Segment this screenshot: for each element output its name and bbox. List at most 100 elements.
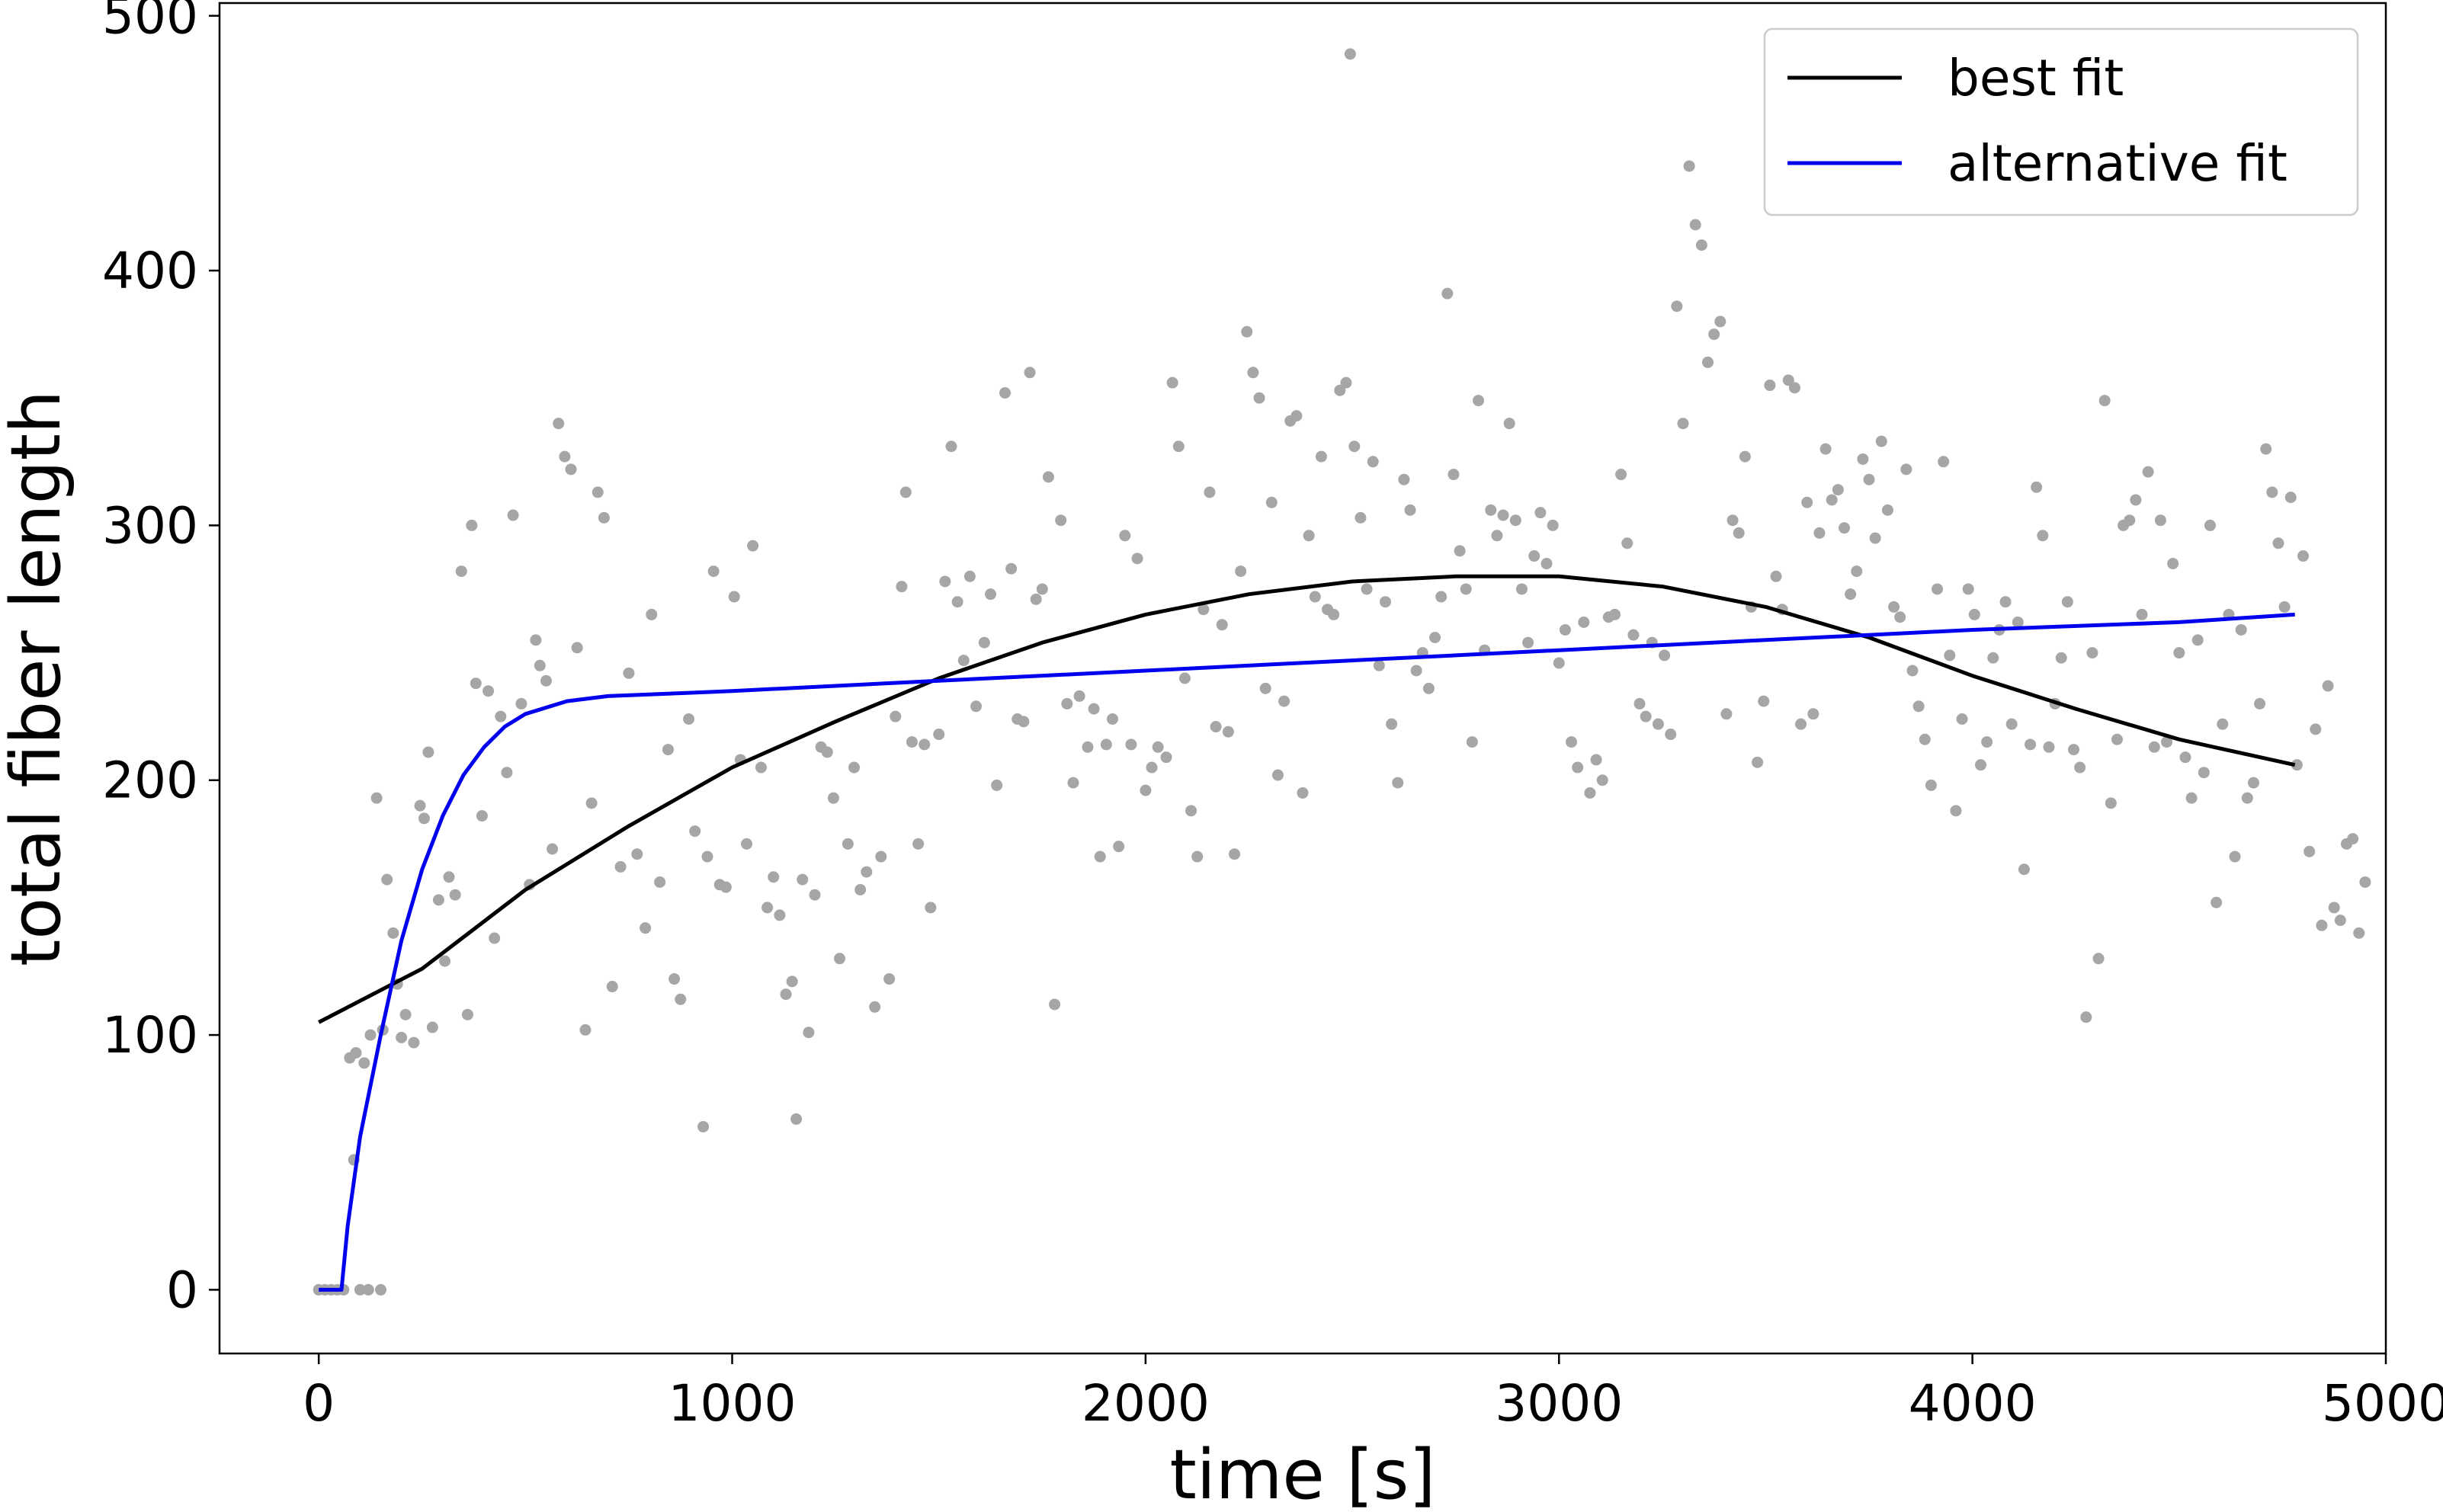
data-point xyxy=(697,1120,710,1132)
data-point xyxy=(1491,530,1503,542)
data-point xyxy=(1912,700,1925,713)
data-point xyxy=(2018,863,2030,876)
data-point xyxy=(443,871,455,883)
data-point xyxy=(553,418,565,430)
data-point xyxy=(495,710,507,722)
data-point xyxy=(1160,751,1172,764)
data-point xyxy=(1253,392,1265,404)
data-point xyxy=(786,975,798,988)
data-point xyxy=(945,440,957,453)
data-point xyxy=(2068,744,2080,756)
data-point xyxy=(1615,469,1627,481)
data-point xyxy=(1348,440,1361,453)
data-point xyxy=(2005,718,2018,730)
data-point xyxy=(1061,697,1073,710)
data-point xyxy=(387,927,399,939)
data-point xyxy=(1497,509,1509,521)
legend-label: best fit xyxy=(1948,49,2124,107)
data-point xyxy=(854,884,867,896)
data-point xyxy=(375,1283,387,1296)
data-point xyxy=(1590,754,1602,766)
data-point xyxy=(707,565,720,578)
y-tick-label: 500 xyxy=(102,0,198,46)
data-point xyxy=(2179,751,2191,764)
data-point xyxy=(1869,532,1881,544)
data-point xyxy=(470,678,482,690)
data-point xyxy=(1241,325,1253,338)
data-point xyxy=(1547,519,1559,531)
data-point xyxy=(408,1036,420,1049)
data-point xyxy=(2328,902,2340,914)
data-point xyxy=(1018,716,1030,728)
y-tick-label: 400 xyxy=(102,242,198,300)
data-point xyxy=(761,902,774,914)
data-point xyxy=(2086,647,2098,659)
data-point xyxy=(1303,530,1315,542)
data-point xyxy=(780,988,792,1001)
data-point xyxy=(399,1008,412,1020)
data-point xyxy=(606,981,618,993)
data-point xyxy=(720,881,732,893)
data-point xyxy=(534,659,546,671)
data-point xyxy=(2105,797,2117,809)
data-point xyxy=(1473,395,1485,407)
data-point xyxy=(668,973,681,985)
data-point xyxy=(1515,583,1528,595)
data-point xyxy=(2284,492,2297,504)
data-point xyxy=(809,889,821,901)
x-tick-label: 2000 xyxy=(1082,1374,1210,1433)
data-point xyxy=(1932,583,1944,595)
data-point xyxy=(2191,634,2204,646)
data-point xyxy=(1119,530,1131,542)
legend: best fit alternative fit xyxy=(1763,27,2359,216)
data-point xyxy=(2092,953,2105,965)
data-point xyxy=(1466,736,1478,748)
data-point xyxy=(1695,239,1707,251)
x-tick-label: 1000 xyxy=(668,1374,797,1433)
data-point xyxy=(2142,466,2154,478)
data-point xyxy=(1271,769,1284,781)
data-point xyxy=(565,463,577,476)
data-point xyxy=(501,767,513,779)
data-point xyxy=(466,519,478,531)
data-point xyxy=(1485,504,1497,516)
data-point xyxy=(1435,591,1448,603)
data-point xyxy=(2185,792,2198,804)
data-point xyxy=(1522,636,1534,649)
data-point xyxy=(2173,647,2185,659)
data-point xyxy=(370,792,383,804)
data-point xyxy=(2297,550,2310,562)
data-point xyxy=(449,889,461,901)
data-point xyxy=(899,486,912,498)
data-point xyxy=(2161,736,2173,748)
data-point xyxy=(571,642,583,654)
data-point xyxy=(1140,784,1152,796)
data-point xyxy=(414,799,426,812)
fit-lines xyxy=(318,574,2296,1292)
data-point xyxy=(925,902,937,914)
data-point xyxy=(912,838,925,850)
data-point xyxy=(747,540,759,552)
data-point xyxy=(1659,649,1671,662)
data-point xyxy=(396,1031,408,1043)
data-point xyxy=(1528,550,1541,562)
data-point xyxy=(1987,652,1999,664)
data-point xyxy=(1962,583,1974,595)
data-point xyxy=(2211,896,2223,908)
data-point xyxy=(2353,927,2365,939)
data-point xyxy=(1863,473,1875,485)
data-point xyxy=(1334,384,1346,396)
data-point xyxy=(1566,736,1578,748)
data-point xyxy=(1671,300,1683,312)
data-point xyxy=(1584,786,1596,799)
data-point xyxy=(1621,537,1633,549)
data-point xyxy=(476,810,488,822)
y-axis-title: total fiber length xyxy=(0,390,76,966)
data-point xyxy=(1073,690,1085,702)
data-point xyxy=(1881,504,1893,516)
data-point xyxy=(422,746,434,758)
data-point xyxy=(362,1283,374,1296)
data-point xyxy=(2272,537,2284,549)
data-point xyxy=(1677,418,1689,430)
data-point xyxy=(1944,649,1956,662)
